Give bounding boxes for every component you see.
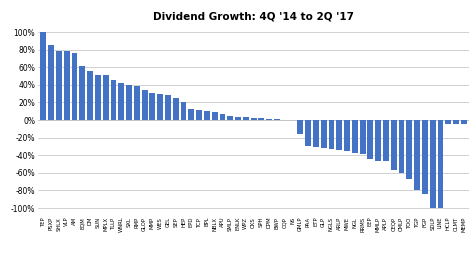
Bar bbox=[406, 120, 412, 179]
Bar bbox=[313, 120, 319, 147]
Bar bbox=[87, 71, 93, 120]
Bar bbox=[118, 83, 124, 120]
Bar bbox=[422, 120, 428, 194]
Bar bbox=[173, 98, 179, 120]
Bar bbox=[453, 120, 459, 125]
Bar bbox=[461, 120, 467, 125]
Bar bbox=[438, 120, 443, 208]
Bar bbox=[235, 116, 241, 120]
Bar bbox=[48, 45, 54, 120]
Bar bbox=[228, 116, 233, 120]
Bar bbox=[204, 111, 210, 120]
Bar bbox=[352, 120, 358, 153]
Bar bbox=[149, 93, 155, 120]
Bar bbox=[40, 32, 46, 120]
Bar bbox=[399, 120, 404, 173]
Bar bbox=[79, 66, 85, 120]
Bar bbox=[305, 120, 311, 147]
Bar bbox=[251, 118, 256, 120]
Bar bbox=[56, 51, 62, 120]
Bar bbox=[337, 120, 342, 150]
Bar bbox=[64, 51, 70, 120]
Bar bbox=[95, 75, 101, 120]
Bar bbox=[258, 118, 264, 120]
Bar bbox=[367, 120, 374, 159]
Bar bbox=[360, 120, 365, 154]
Bar bbox=[430, 120, 436, 208]
Bar bbox=[375, 120, 381, 160]
Bar bbox=[414, 120, 420, 190]
Bar bbox=[274, 119, 280, 120]
Bar bbox=[266, 119, 272, 120]
Bar bbox=[110, 80, 116, 120]
Title: Dividend Growth: 4Q '14 to 2Q '17: Dividend Growth: 4Q '14 to 2Q '17 bbox=[153, 11, 354, 21]
Bar bbox=[344, 120, 350, 151]
Bar bbox=[297, 120, 303, 134]
Bar bbox=[72, 53, 77, 120]
Bar bbox=[134, 86, 140, 120]
Bar bbox=[212, 112, 218, 120]
Bar bbox=[243, 117, 249, 120]
Bar bbox=[383, 120, 389, 162]
Bar bbox=[328, 120, 334, 149]
Bar bbox=[219, 114, 225, 120]
Bar bbox=[157, 94, 163, 120]
Bar bbox=[165, 95, 171, 120]
Bar bbox=[103, 75, 109, 120]
Bar bbox=[181, 103, 186, 120]
Bar bbox=[321, 120, 327, 148]
Bar bbox=[188, 109, 194, 120]
Bar bbox=[196, 110, 202, 120]
Bar bbox=[126, 85, 132, 120]
Bar bbox=[445, 120, 451, 125]
Bar bbox=[142, 90, 147, 120]
Bar bbox=[391, 120, 397, 170]
